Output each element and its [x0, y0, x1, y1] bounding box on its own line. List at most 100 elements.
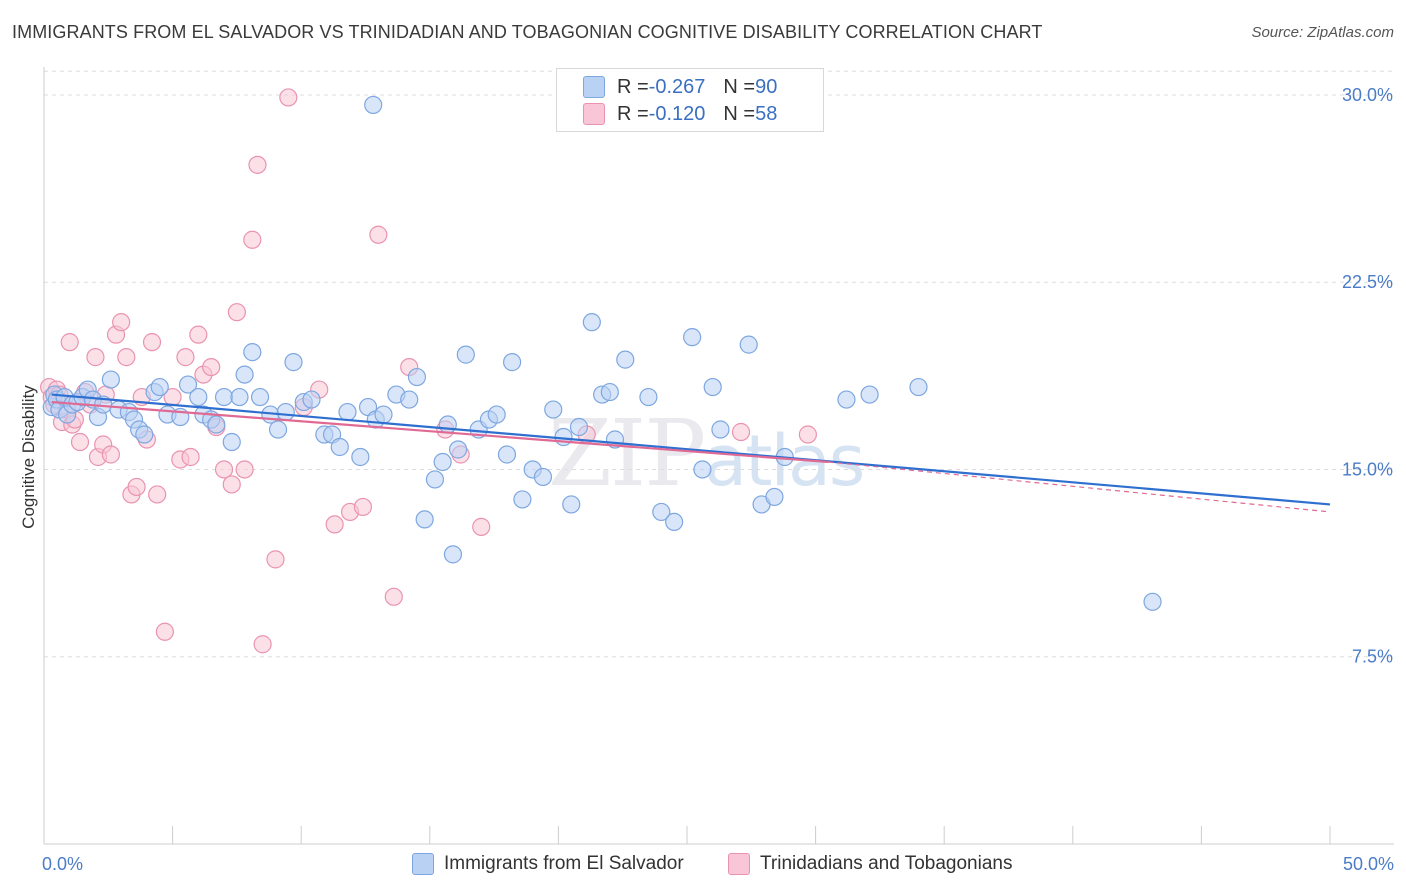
legend-r-value: -0.267	[648, 75, 706, 98]
el-salvador-point	[616, 350, 635, 369]
el-salvador-point	[101, 370, 120, 389]
trinidadians-trend-line	[51, 400, 829, 464]
el-salvador-point	[693, 460, 712, 479]
el-salvador-point	[400, 390, 419, 409]
el-salvador-point	[456, 345, 475, 364]
el-salvador-point	[178, 375, 198, 394]
el-salvador-point	[338, 402, 357, 422]
trinidadians-point	[101, 445, 120, 464]
bottom-legend-label: Trinidadians and Tobagonians	[760, 853, 1013, 874]
el-salvador-point	[135, 425, 154, 444]
trinidadians-point	[325, 515, 344, 534]
legend-n-label: N =	[723, 75, 756, 98]
el-salvador-point	[302, 390, 321, 409]
bottom-legend-el-salvador: Immigrants from El Salvador	[412, 852, 684, 876]
el-salvador-point	[837, 390, 856, 409]
legend-swatch-pink	[583, 103, 605, 125]
el-salvador-point	[765, 487, 784, 507]
legend-row-el-salvador: R = -0.267 N = 90	[583, 75, 777, 99]
tick-labels: 7.5% 15.0% 22.5% 30.0% 0.0% 50.0%	[42, 85, 1394, 874]
trinidadians-point	[369, 225, 388, 244]
el-salvador-point	[665, 512, 684, 532]
el-salvador-point	[214, 387, 234, 407]
trinidadians-point	[214, 460, 234, 479]
trinidadians-point	[117, 348, 136, 367]
bottom-legend-label: Immigrants from El Salvador	[444, 853, 684, 874]
el-salvador-point	[433, 452, 452, 472]
trinidadians-point	[243, 230, 262, 249]
trinidadians-point	[472, 517, 491, 536]
source-label: Source: ZipAtlas.com	[1251, 24, 1394, 41]
trinidadians-point	[86, 348, 105, 367]
el-salvador-point	[562, 495, 581, 514]
el-salvador-point	[703, 377, 722, 397]
el-salvador-point	[639, 387, 658, 407]
trinidadians-point	[181, 447, 200, 467]
trinidadians-point	[222, 475, 241, 494]
trinidadians-point	[353, 497, 373, 517]
trinidadians-point	[235, 460, 254, 479]
trinidadians-point	[279, 88, 298, 107]
el-salvador-trend-line	[51, 393, 1331, 506]
el-salvador-point	[600, 382, 619, 402]
el-salvador-point	[268, 420, 288, 439]
legend-swatch-blue	[583, 76, 605, 98]
trinidadians-point	[798, 425, 817, 444]
grid-lines	[44, 70, 1394, 658]
y-tick-label: 22.5%	[1342, 272, 1393, 292]
el-salvador-point	[425, 470, 445, 489]
el-salvador-point	[683, 328, 702, 347]
correlation-legend: R = -0.267 N = 90 R = -0.120 N = 58	[556, 68, 824, 132]
legend-n-value: 58	[755, 102, 778, 125]
trinidadians-point	[253, 635, 272, 654]
y-tick-label: 30.0%	[1342, 85, 1393, 105]
el-salvador-point	[374, 405, 393, 424]
el-salvador-point	[364, 95, 383, 115]
el-salvador-point	[150, 377, 169, 397]
y-axis-label: Cognitive Disability	[19, 385, 38, 529]
trinidadians-point	[155, 622, 174, 641]
y-tick-label: 7.5%	[1352, 647, 1393, 667]
watermark: ZIPatlas	[548, 400, 865, 507]
el-salvador-point	[544, 400, 563, 419]
trinidadians-point	[127, 477, 146, 497]
el-salvador-point	[222, 432, 241, 452]
legend-row-trinidadians: R = -0.120 N = 58	[583, 102, 777, 126]
legend-r-value: -0.120	[648, 102, 706, 125]
el-salvador-point	[207, 415, 226, 434]
el-salvador-point	[909, 377, 928, 397]
trinidadians-point	[112, 313, 131, 332]
el-salvador-point	[1143, 592, 1162, 611]
trinidadians-point	[202, 357, 221, 377]
el-salvador-point	[415, 510, 434, 529]
trinidadians-point	[731, 422, 751, 442]
bottom-legend-swatch-blue	[412, 853, 434, 875]
legend-n-label: N =	[723, 102, 756, 125]
x-tick-label: 50.0%	[1343, 854, 1394, 874]
legend-r-label: R =	[617, 102, 649, 125]
trinidadians-trend-extension	[828, 461, 1331, 513]
el-salvador-point	[438, 415, 457, 434]
el-salvador-point	[487, 405, 506, 424]
el-salvador-point	[330, 437, 349, 457]
el-salvador-point	[503, 353, 522, 372]
el-salvador-point	[569, 417, 589, 437]
legend-n-value: 90	[755, 75, 778, 98]
el-salvador-point	[448, 440, 468, 459]
bottom-legend-trinidadians: Trinidadians and Tobagonians	[728, 852, 1012, 876]
el-salvador-point	[230, 387, 249, 407]
el-salvador-point	[235, 365, 254, 384]
legend-r-label: R =	[617, 75, 649, 98]
el-salvador-point	[250, 387, 270, 407]
el-salvador-point	[351, 447, 370, 467]
el-salvador-point	[443, 545, 463, 564]
trinidadians-point	[266, 550, 285, 569]
bottom-legend-swatch-pink	[728, 853, 750, 875]
el-salvador-point	[276, 402, 295, 422]
watermark-zip: ZIP	[548, 400, 706, 507]
el-salvador-point	[243, 343, 262, 362]
trinidadians-point	[142, 333, 162, 352]
el-salvador-point	[739, 335, 758, 354]
el-salvador-point	[284, 353, 303, 372]
